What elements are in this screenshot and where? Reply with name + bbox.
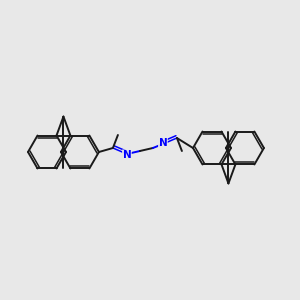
Text: N: N <box>122 150 131 160</box>
Text: N: N <box>158 138 167 148</box>
